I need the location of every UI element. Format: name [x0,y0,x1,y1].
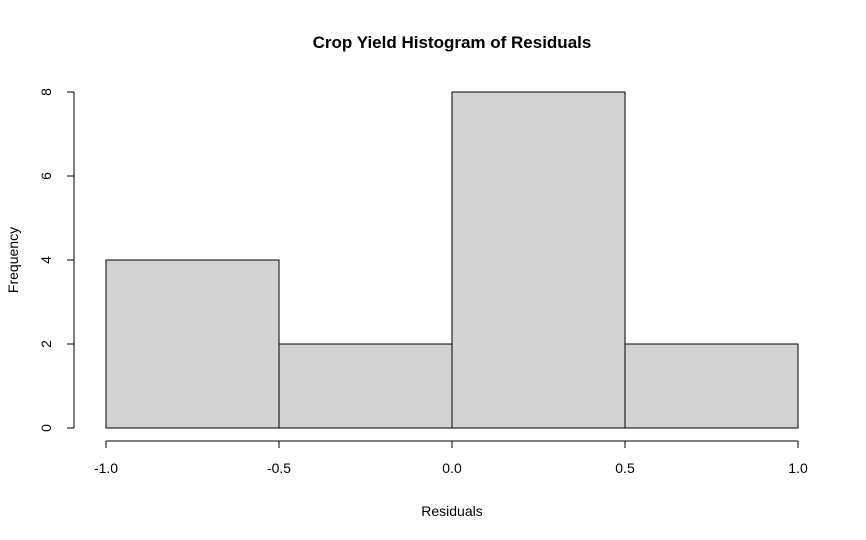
x-tick-label: 1.0 [788,460,808,476]
y-tick-label: 4 [38,256,54,264]
y-axis: 0 2 4 6 8 [38,88,75,432]
x-tick-label: 0.5 [615,460,635,476]
x-axis: -1.0 -0.5 0.0 0.5 1.0 [94,440,808,476]
x-axis-label: Residuals [421,503,482,519]
histogram-bar-1 [105,259,280,429]
y-axis-label: Frequency [5,227,21,293]
x-tick-label: -0.5 [267,460,291,476]
y-tick-label: 2 [38,340,54,348]
histogram-bar-4 [624,343,799,429]
histogram-bar-3 [451,91,626,429]
x-tick-label: -1.0 [94,460,118,476]
x-tick-label: 0.0 [442,460,462,476]
y-tick-label: 6 [38,172,54,180]
y-tick-label: 8 [38,88,54,96]
chart-title: Crop Yield Histogram of Residuals [313,33,592,52]
histogram-bars [105,91,799,429]
histogram-bar-2 [278,343,453,429]
y-tick-label: 0 [38,424,54,432]
